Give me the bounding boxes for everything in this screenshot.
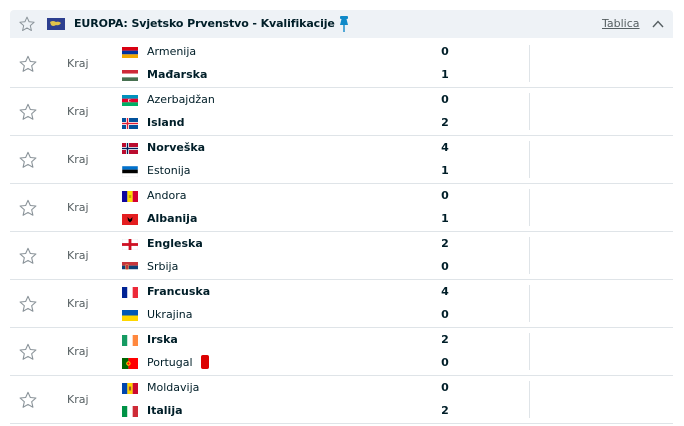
away-team: Estonija <box>122 160 452 182</box>
away-team-name: Albanija <box>147 212 198 225</box>
away-score: 2 <box>441 404 449 417</box>
league-header: EUROPA: Svjetsko Prvenstvo - Kvalifikaci… <box>10 10 673 38</box>
match-row[interactable]: Kraj Norveška 4 Estonija 1 <box>10 136 673 184</box>
away-score: 0 <box>441 356 449 369</box>
match-row[interactable]: Kraj Francuska 4 Ukrajina 0 <box>10 280 673 328</box>
favorite-star-icon[interactable] <box>18 198 38 218</box>
standings-link[interactable]: Tablica <box>602 17 640 30</box>
column-divider <box>529 141 530 178</box>
match-status: Kraj <box>67 249 89 262</box>
match-list: Kraj Armenija 0 Mađarska 1 Kraj Azerbajdžan 0 Is… <box>10 40 673 424</box>
home-score: 0 <box>441 189 449 202</box>
away-team-name: Portugal <box>147 352 209 374</box>
home-score: 0 <box>441 93 449 106</box>
match-row[interactable]: Kraj Azerbajdžan 0 Island 2 <box>10 88 673 136</box>
favorite-star-icon[interactable] <box>18 342 38 362</box>
column-divider <box>529 285 530 322</box>
away-team: Srbija <box>122 256 452 278</box>
favorite-star-icon[interactable] <box>18 390 38 410</box>
column-divider <box>529 237 530 274</box>
column-divider <box>529 381 530 418</box>
favorite-star-icon[interactable] <box>18 54 38 74</box>
away-team-name: Island <box>147 116 185 129</box>
home-team: Irska <box>122 329 452 351</box>
star-outline-icon[interactable] <box>18 15 36 33</box>
match-row[interactable]: Kraj Engleska 2 Srbija 0 <box>10 232 673 280</box>
home-score: 2 <box>441 333 449 346</box>
home-score: 4 <box>441 285 449 298</box>
away-score: 1 <box>441 164 449 177</box>
match-row[interactable]: Kraj Moldavija 0 Italija 2 <box>10 376 673 424</box>
column-divider <box>529 333 530 370</box>
match-status: Kraj <box>67 57 89 70</box>
away-team-name: Mađarska <box>147 68 208 81</box>
home-team: Andora <box>122 185 452 207</box>
column-divider <box>529 189 530 226</box>
away-score: 1 <box>441 68 449 81</box>
away-team: Italija <box>122 400 452 422</box>
match-status: Kraj <box>67 105 89 118</box>
home-team: Norveška <box>122 137 452 159</box>
match-status: Kraj <box>67 297 89 310</box>
away-team: Portugal <box>122 352 452 374</box>
favorite-star-icon[interactable] <box>18 150 38 170</box>
home-team-name: Norveška <box>147 141 206 154</box>
match-status: Kraj <box>67 393 89 406</box>
away-team: Ukrajina <box>122 304 452 326</box>
home-team-name: Moldavija <box>147 381 200 394</box>
away-score: 2 <box>441 116 449 129</box>
pin-icon[interactable] <box>338 15 350 33</box>
away-team: Island <box>122 112 452 134</box>
europe-flag-icon <box>47 18 65 30</box>
home-score: 0 <box>441 45 449 58</box>
home-team: Moldavija <box>122 377 452 399</box>
away-score: 0 <box>441 260 449 273</box>
column-divider <box>529 93 530 130</box>
home-team-name: Engleska <box>147 237 203 250</box>
away-team: Albanija <box>122 208 452 230</box>
red-card-icon <box>200 355 209 369</box>
league-title[interactable]: EUROPA: Svjetsko Prvenstvo - Kvalifikaci… <box>74 17 335 30</box>
match-status: Kraj <box>67 201 89 214</box>
away-team-name: Estonija <box>147 164 191 177</box>
away-score: 1 <box>441 212 449 225</box>
away-team-name: Italija <box>147 404 183 417</box>
favorite-star-icon[interactable] <box>18 294 38 314</box>
match-row[interactable]: Kraj Andora 0 Albanija 1 <box>10 184 673 232</box>
favorite-star-icon[interactable] <box>18 102 38 122</box>
chevron-up-icon[interactable] <box>650 16 666 32</box>
match-status: Kraj <box>67 153 89 166</box>
home-team-name: Irska <box>147 333 178 346</box>
home-score: 0 <box>441 381 449 394</box>
home-score: 2 <box>441 237 449 250</box>
away-score: 0 <box>441 308 449 321</box>
favorite-star-icon[interactable] <box>18 246 38 266</box>
home-team-name: Armenija <box>147 45 197 58</box>
home-team-name: Francuska <box>147 285 211 298</box>
away-team-name: Srbija <box>147 260 179 273</box>
home-team: Engleska <box>122 233 452 255</box>
home-team-name: Azerbajdžan <box>147 93 215 106</box>
match-status: Kraj <box>67 345 89 358</box>
match-row[interactable]: Kraj Irska 2 Portugal 0 <box>10 328 673 376</box>
away-team-name: Ukrajina <box>147 308 193 321</box>
home-team: Azerbajdžan <box>122 89 452 111</box>
column-divider <box>529 45 530 82</box>
home-team: Armenija <box>122 41 452 63</box>
away-team: Mađarska <box>122 64 452 86</box>
match-row[interactable]: Kraj Armenija 0 Mađarska 1 <box>10 40 673 88</box>
home-team-name: Andora <box>147 189 187 202</box>
home-score: 4 <box>441 141 449 154</box>
home-team: Francuska <box>122 281 452 303</box>
